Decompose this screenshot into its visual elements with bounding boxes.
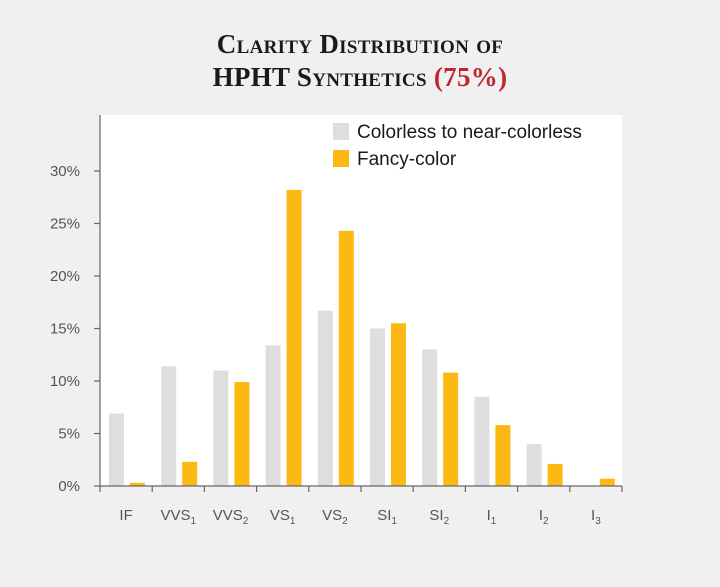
x-tick-label: IF — [119, 507, 132, 524]
y-tick-label: 0% — [58, 478, 80, 495]
chart-title: Clarity Distribution of HPHT Synthetics … — [0, 28, 720, 94]
x-tick-label: I1 — [487, 507, 497, 527]
bar-colorless-0 — [109, 413, 124, 486]
y-tick-label: 30% — [50, 163, 80, 180]
legend: Colorless to near-colorless Fancy-color — [333, 122, 582, 170]
x-tick-label: VVS2 — [213, 507, 249, 527]
x-tick-label: I2 — [539, 507, 549, 527]
x-tick-label: VS2 — [322, 507, 348, 527]
x-tick-label: SI1 — [377, 507, 397, 527]
bar-fancy-9 — [599, 478, 615, 486]
bar-colorless-8 — [526, 444, 542, 486]
legend-label-fancy: Fancy-color — [357, 149, 457, 170]
bar-colorless-2 — [213, 370, 229, 486]
title-line-1: Clarity Distribution of — [216, 29, 504, 59]
y-tick-label: 5% — [58, 426, 80, 443]
bar-colorless-7 — [474, 396, 490, 486]
title-line-2: HPHT Synthetics (75%) — [0, 61, 720, 94]
bar-fancy-6 — [443, 372, 459, 486]
bar-fancy-7 — [495, 425, 511, 486]
bar-colorless-3 — [265, 345, 281, 486]
x-tick-label: VVS1 — [161, 507, 197, 527]
x-tick-label: SI2 — [429, 507, 449, 527]
x-tick-label: I3 — [591, 507, 601, 527]
y-tick-label: 10% — [50, 373, 80, 390]
y-tick-label: 25% — [50, 216, 80, 233]
title-percentage: (75%) — [433, 62, 508, 92]
legend-label-colorless: Colorless to near-colorless — [357, 122, 582, 143]
bar-colorless-6 — [422, 349, 438, 486]
y-tick-label: 15% — [50, 321, 80, 338]
bar-colorless-4 — [317, 310, 333, 486]
legend-swatch-colorless — [333, 123, 349, 140]
legend-swatch-fancy — [333, 150, 349, 167]
plot-area — [100, 115, 622, 486]
title-line-2-text: HPHT Synthetics — [212, 62, 427, 92]
axes-group: 0% 5% 10% 15% 20% 25% 30% IF VVS1 VVS2 VS1 VS2 SI1 SI… — [50, 115, 623, 527]
bar-fancy-4 — [338, 230, 354, 486]
bar-fancy-3 — [286, 189, 302, 486]
bar-fancy-2 — [234, 382, 250, 486]
bar-fancy-1 — [182, 461, 198, 486]
x-tick-label: VS1 — [270, 507, 296, 527]
y-tick-label: 20% — [50, 268, 80, 285]
bar-fancy-0 — [130, 482, 145, 486]
bar-fancy-5 — [391, 323, 406, 486]
bars-group — [109, 189, 615, 486]
bar-fancy-8 — [547, 463, 563, 486]
bar-colorless-1 — [161, 366, 177, 486]
bar-colorless-5 — [370, 328, 385, 486]
